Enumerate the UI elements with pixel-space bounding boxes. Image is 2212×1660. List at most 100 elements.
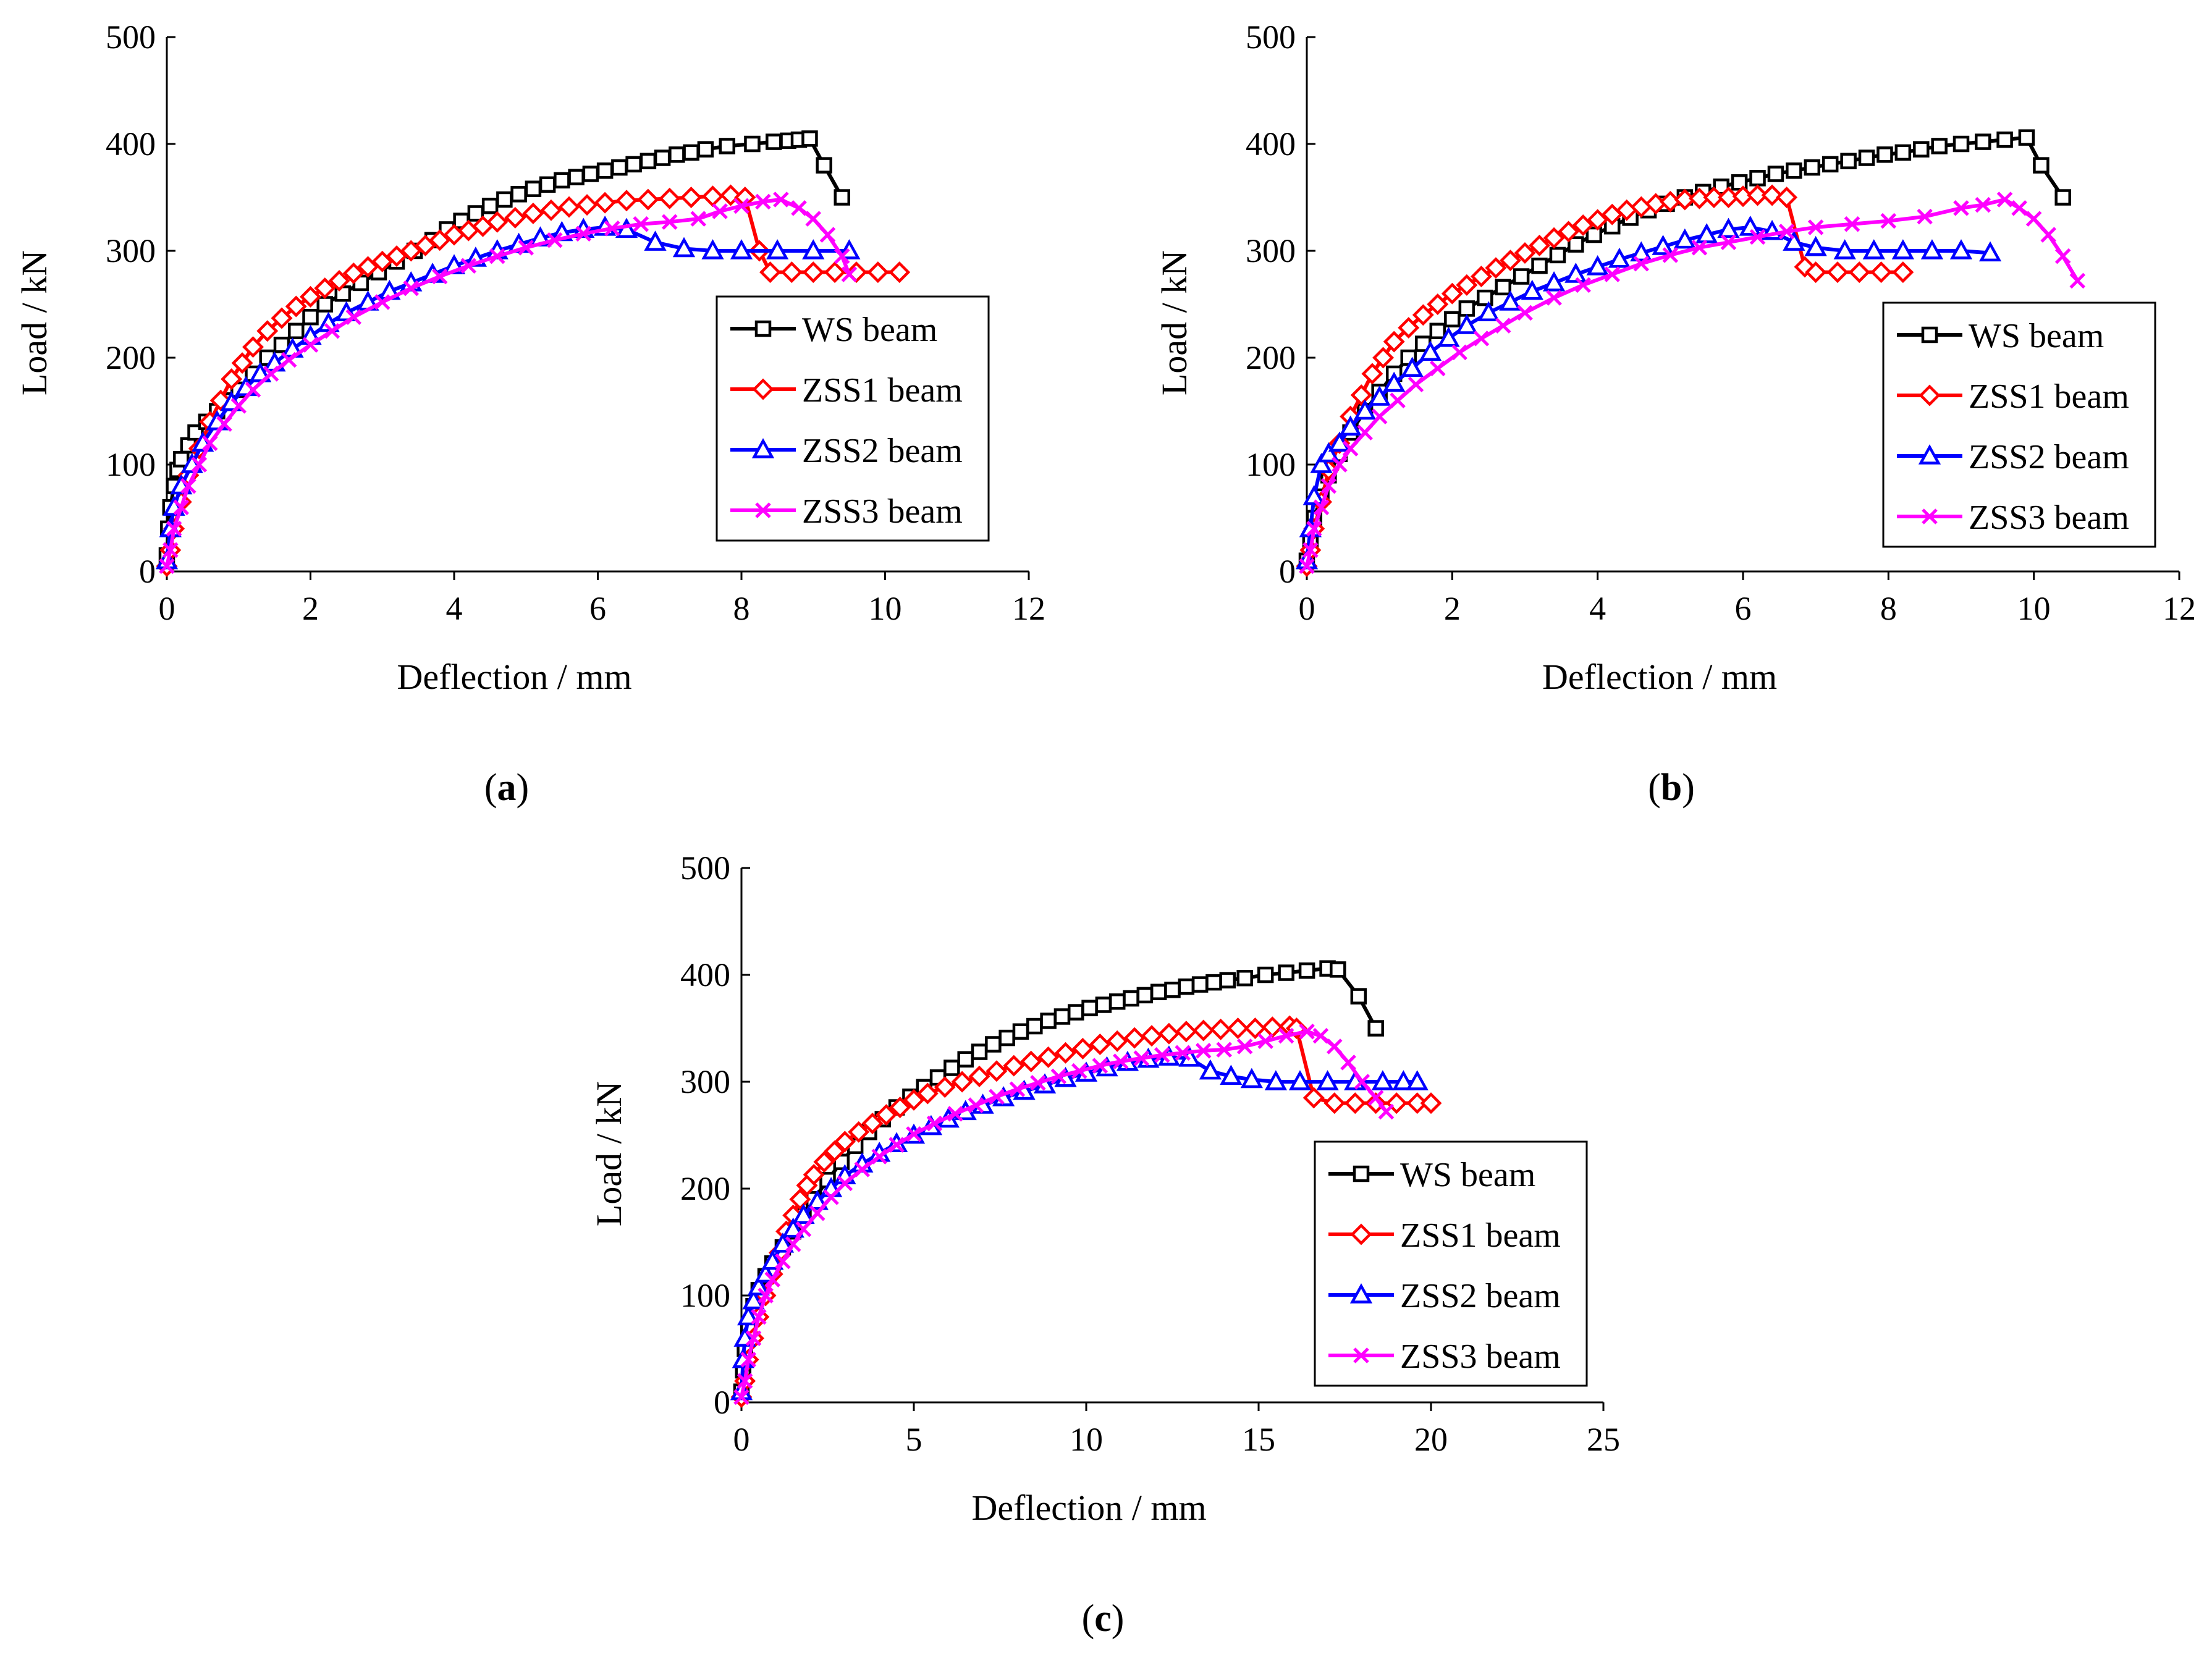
y-tick-label: 100 (106, 446, 156, 483)
data-point-marker (1340, 1055, 1356, 1071)
data-point-marker (1310, 453, 1333, 473)
data-point-marker (1071, 1063, 1087, 1079)
data-point-marker (795, 1221, 812, 1237)
data-point-marker (951, 1071, 973, 1093)
data-point-marker (1931, 138, 1948, 154)
data-point-marker (1477, 289, 1493, 306)
data-point-marker (775, 1253, 791, 1270)
data-point-marker (745, 1330, 762, 1346)
data-point-marker (654, 150, 671, 166)
x-tick-label: 12 (2163, 590, 2196, 627)
data-point-marker (1826, 261, 1849, 284)
data-point-marker (1095, 996, 1112, 1013)
panel-caption-a: (a) (484, 767, 529, 809)
legend-marker-sample (1349, 1283, 1373, 1304)
data-point-marker (173, 499, 190, 515)
data-point-marker (1378, 1103, 1395, 1120)
y-tick-label: 500 (680, 849, 730, 887)
legend-label: ZSS2 beam (802, 432, 963, 470)
data-point-marker (1419, 340, 1442, 361)
data-point-marker (1408, 376, 1424, 393)
data-point-marker (659, 187, 681, 209)
data-point-marker (1458, 300, 1475, 317)
data-point-marker (221, 368, 243, 390)
data-point-marker (1123, 1027, 1146, 1049)
y-tick-label: 0 (714, 1384, 730, 1421)
data-point-marker (357, 256, 379, 278)
data-point-marker (1952, 135, 1970, 153)
data-point-marker (594, 192, 616, 214)
data-point-marker (1975, 196, 1991, 213)
data-point-marker (1199, 1059, 1222, 1080)
x-tick-label: 6 (589, 590, 606, 627)
data-point-marker (1543, 227, 1565, 249)
legend-marker-sample (1353, 1165, 1370, 1182)
y-tick-label: 0 (1279, 553, 1296, 590)
legend-marker-sample (1353, 1347, 1369, 1363)
data-point-marker (403, 280, 420, 297)
panel-caption-c: (c) (1082, 1598, 1125, 1640)
data-point-marker (1477, 301, 1500, 322)
y-tick-label: 400 (680, 956, 730, 993)
data-point-marker (1585, 226, 1603, 243)
data-point-marker (546, 232, 563, 248)
data-point-marker (792, 1203, 815, 1224)
data-point-marker (1833, 239, 1856, 259)
data-point-marker (1342, 440, 1359, 457)
data-point-marker (803, 1164, 825, 1186)
data-point-marker (1220, 1064, 1243, 1085)
data-point-marker (1761, 184, 1783, 206)
data-point-marker (1542, 271, 1566, 292)
data-point-marker (758, 1287, 774, 1304)
data-point-marker (1531, 257, 1548, 274)
data-point-marker (861, 1112, 884, 1134)
y-axis-title: Load / kN (1154, 250, 1194, 395)
y-tick-label: 500 (106, 19, 156, 56)
data-point-marker (1216, 1042, 1232, 1058)
y-tick-label: 400 (1246, 125, 1296, 162)
data-point-marker (1975, 133, 1991, 150)
data-point-marker (1357, 424, 1373, 440)
data-point-marker (1844, 216, 1860, 232)
data-point-marker (1344, 1092, 1366, 1114)
data-point-marker (1288, 1070, 1312, 1090)
x-axis-title: Deflection / mm (1542, 657, 1777, 697)
data-point-marker (288, 322, 305, 339)
data-point-marker (751, 1308, 767, 1325)
data-point-marker (539, 176, 556, 193)
data-point-marker (1470, 266, 1492, 288)
data-point-marker (1081, 1000, 1098, 1016)
data-point-marker (486, 211, 509, 233)
data-point-marker (1092, 1058, 1108, 1074)
data-point-marker (166, 521, 182, 537)
data-point-marker (1529, 234, 1551, 256)
data-point-marker (1575, 277, 1591, 293)
data-point-marker (1406, 1070, 1429, 1090)
x-axis-title: Deflection / mm (397, 657, 631, 697)
data-point-marker (568, 169, 585, 185)
data-point-marker (558, 196, 580, 218)
data-point-marker (1558, 221, 1580, 243)
data-point-marker (1892, 261, 1914, 284)
data-point-marker (2018, 129, 2035, 146)
data-point-marker (2033, 157, 2049, 174)
data-point-marker (1441, 282, 1463, 305)
data-point-marker (1455, 314, 1478, 334)
legend-label: ZSS2 beam (1400, 1277, 1561, 1315)
data-point-marker (1312, 1027, 1329, 1044)
data-point-marker (1673, 228, 1696, 249)
legend: WS beam ZSS1 beam ZSS2 beam ZSS3 beam (716, 295, 990, 542)
data-point-marker (1326, 1039, 1343, 1055)
y-tick-label: 100 (680, 1277, 730, 1314)
legend-label: ZSS1 beam (1400, 1216, 1561, 1255)
data-point-marker (1372, 347, 1395, 369)
data-point-marker (875, 1104, 897, 1126)
y-axis-title: Load / kN (14, 250, 54, 395)
x-tick-label: 0 (159, 590, 175, 627)
data-point-marker (1499, 290, 1522, 311)
data-point-marker (737, 1373, 753, 1389)
legend: WS beam ZSS1 beam ZSS2 beam ZSS3 beam (1314, 1140, 1588, 1387)
data-point-marker (2025, 211, 2042, 227)
data-point-marker (1071, 1037, 1094, 1060)
data-point-marker (2011, 200, 2027, 216)
